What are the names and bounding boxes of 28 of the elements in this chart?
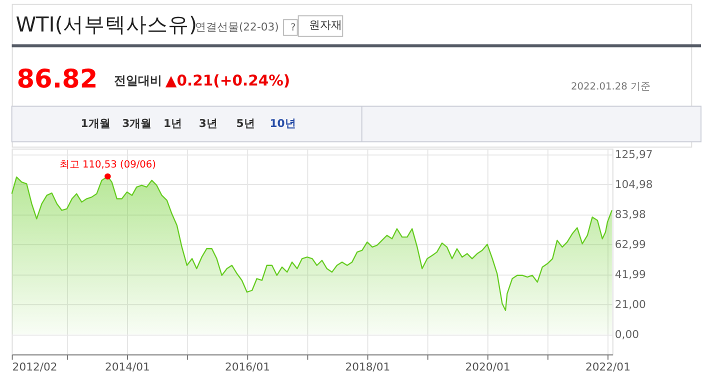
x-tick-label: 2022/01 xyxy=(585,360,630,374)
y-tick-label: 125,97 xyxy=(614,148,653,161)
y-tick-label: 104,98 xyxy=(614,178,653,191)
text: 3년 xyxy=(198,116,218,130)
y-tick-label: 83,98 xyxy=(614,208,646,221)
chart-subtitle: 연결선물(22-03) xyxy=(194,20,279,34)
y-tick-label: 0,00 xyxy=(614,328,640,341)
y-tick-label: 62,99 xyxy=(614,238,646,251)
x-tick-label: 2016/01 xyxy=(224,360,270,374)
text: 86.82 xyxy=(16,64,98,95)
x-tick-label: 2020/01 xyxy=(465,360,510,374)
annotation: 최고 110,53 (09/06) xyxy=(59,160,156,171)
text: ▲0.21(+0.24%) xyxy=(165,72,290,90)
x-tick-label: 2018/01 xyxy=(345,360,390,374)
text: 1개월 xyxy=(80,116,110,130)
x-tick-label: 2012/02 xyxy=(12,360,58,374)
chart-title: WTI(서부텍사스유) xyxy=(16,12,198,36)
y-tick-label: 41,99 xyxy=(614,268,646,281)
x-tick-label: 2014/01 xyxy=(104,360,150,374)
text: 원자재 xyxy=(309,18,342,32)
text: ? xyxy=(290,22,296,34)
text: 5년 xyxy=(236,116,255,130)
text: 1년 xyxy=(163,116,182,130)
text: 2022.01.28 기준 xyxy=(571,82,650,93)
y-tick-label: 21,00 xyxy=(614,298,646,311)
text: 3개월 xyxy=(122,116,152,130)
text: 전일대비 xyxy=(114,74,162,88)
text: 10년 xyxy=(270,116,296,130)
